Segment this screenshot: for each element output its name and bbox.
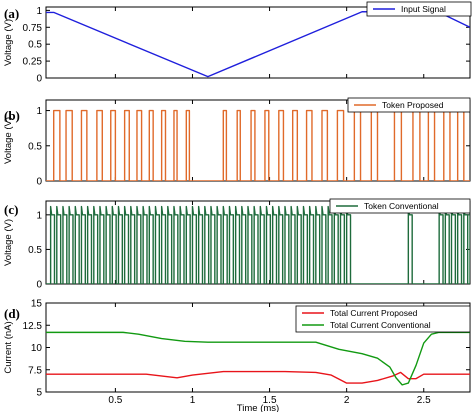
- y-tick-label: 15: [31, 299, 43, 310]
- y-tick-label: 0.25: [23, 57, 43, 68]
- y-tick-label: 1: [36, 106, 42, 117]
- legend-entry: Input Signal: [401, 4, 446, 14]
- x-tick-label: 0.5: [108, 395, 122, 406]
- y-tick-label: 7.5: [28, 365, 42, 376]
- panel-label: (c): [4, 202, 18, 217]
- legend-box: [329, 198, 471, 214]
- legend: Total Current Proposed Total Current Conv…: [295, 305, 471, 333]
- panel-label: (b): [4, 108, 20, 123]
- plot-area: [46, 109, 470, 181]
- x-tick-label: 2: [344, 395, 350, 406]
- legend-box: [295, 305, 471, 333]
- series-line-total-current-conventional: [46, 331, 470, 386]
- y-tick-label: 0.5: [28, 245, 42, 256]
- panel-a: 0 0.25 0.5 0.75 1 Voltage (V)(a) Input Signal: [3, 1, 472, 85]
- y-tick-label: 0: [36, 280, 42, 291]
- series-line-input-signal: [46, 11, 470, 78]
- y-axis-label: Voltage (V): [3, 117, 14, 164]
- x-tick-label: 1.5: [263, 395, 277, 406]
- series-line-total-current-proposed: [46, 370, 470, 384]
- panel-label: (a): [4, 6, 19, 21]
- legend: Token Conventional: [329, 198, 471, 214]
- legend-entry: Total Current Conventional: [330, 320, 431, 330]
- y-tick-label: 5: [36, 388, 42, 399]
- panel-d: 5 7.5 10 12.5 15 0.5 1 1.5 2 2.5 Current (nA) Time …: [3, 299, 471, 412]
- y-axis-label: Voltage (V): [3, 219, 14, 266]
- x-axis-label: Time (ms): [237, 403, 279, 412]
- legend: Token Proposed: [347, 97, 471, 113]
- plot-area: [46, 11, 470, 78]
- series-line-token-proposed: [46, 109, 470, 181]
- y-tick-label: 0.5: [28, 40, 42, 51]
- y-tick-label: 1: [36, 210, 42, 221]
- y-tick-label: 1: [36, 6, 42, 17]
- series-line-token-conventional: [46, 205, 470, 284]
- y-tick-label: 10: [31, 343, 43, 354]
- x-tick-label: 1: [190, 395, 196, 406]
- plot-area: [46, 205, 470, 284]
- y-tick-label: 0: [36, 74, 42, 85]
- panel-label: (d): [4, 306, 20, 321]
- axes-box: [45, 6, 471, 79]
- y-tick-label: 0.75: [23, 23, 43, 34]
- y-axis-label: Voltage (V): [3, 19, 14, 66]
- legend-box: [366, 1, 472, 17]
- panel-b: 0 0.5 1 Voltage (V)(b) Token Proposed: [3, 97, 471, 188]
- legend-entry: Token Proposed: [382, 100, 444, 110]
- y-tick-label: 0.5: [28, 141, 42, 152]
- legend: Input Signal: [366, 1, 472, 17]
- x-tick-label: 2.5: [417, 395, 431, 406]
- legend-box: [347, 97, 471, 113]
- legend-entry: Total Current Proposed: [330, 308, 418, 318]
- panel-c: 0 0.5 1 Voltage (V) (c) Token Conventional: [3, 198, 471, 291]
- legend-entry: Token Conventional: [364, 201, 439, 211]
- y-axis-label: Current (nA): [3, 321, 14, 373]
- y-tick-label: 12.5: [23, 321, 43, 332]
- plot-area: [46, 331, 470, 386]
- y-tick-label: 0: [36, 177, 42, 188]
